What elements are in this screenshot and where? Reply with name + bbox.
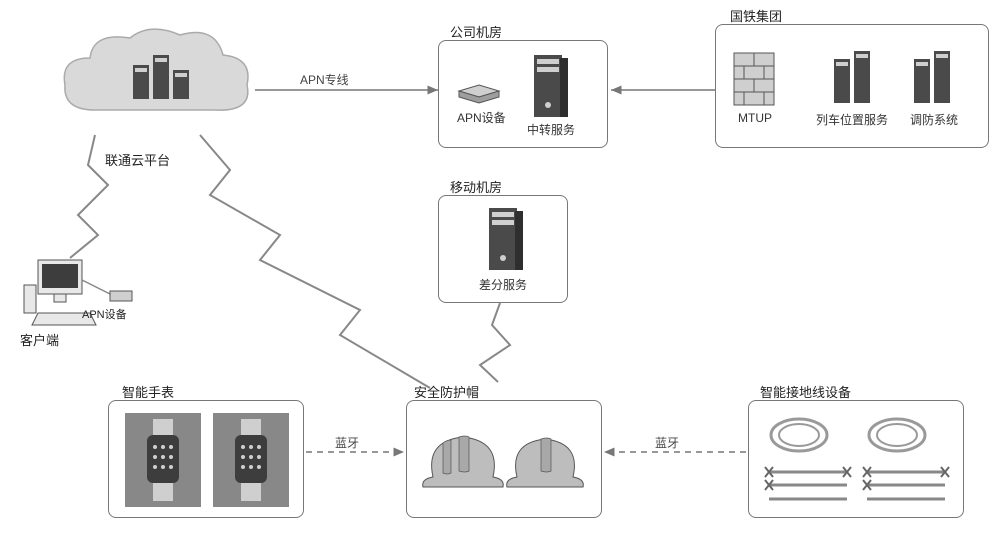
guotie-box: MTUP 列车位置服务 调防系统 [715,24,989,148]
client-apn-label: APN设备 [82,306,127,322]
edge-label-bt1: 蓝牙 [335,436,359,450]
company-room-box: APN设备 中转服务 [438,40,608,148]
smart-watch-icon [109,401,305,519]
ground-wire-box [748,400,964,518]
safety-helmet-box [406,400,602,518]
cloud-icon [55,20,255,140]
cloud-node [55,20,255,140]
smart-watch-title: 智能手表 [122,382,174,401]
train-pos-label: 列车位置服务 [816,111,888,128]
edge-label-bt2: 蓝牙 [655,436,679,450]
apn-device-label: APN设备 [457,109,506,126]
diff-service-label: 差分服务 [479,276,527,293]
mtup-label: MTUP [738,111,772,125]
client-label: 客户端 [20,330,59,349]
mobile-room-box: 差分服务 [438,195,568,303]
guotie-title: 国铁集团 [730,6,782,25]
relay-service-label: 中转服务 [527,121,575,138]
mobile-room-title: 移动机房 [450,177,502,196]
dispatch-label: 调防系统 [910,111,958,128]
smart-watch-box [108,400,304,518]
edge-cloud-helmet [200,135,430,388]
edge-mobile-helmet [480,303,510,382]
edge-label-apn: APN专线 [300,72,349,87]
edge-cloud-client [70,135,108,258]
ground-wire-title: 智能接地线设备 [760,382,851,401]
safety-helmet-icon [407,401,603,519]
guotie-icons [716,25,990,149]
company-room-icons [439,41,609,149]
ground-wire-icon [749,401,965,519]
company-room-title: 公司机房 [450,22,502,41]
safety-helmet-title: 安全防护帽 [414,382,479,401]
cloud-label: 联通云平台 [105,150,170,169]
